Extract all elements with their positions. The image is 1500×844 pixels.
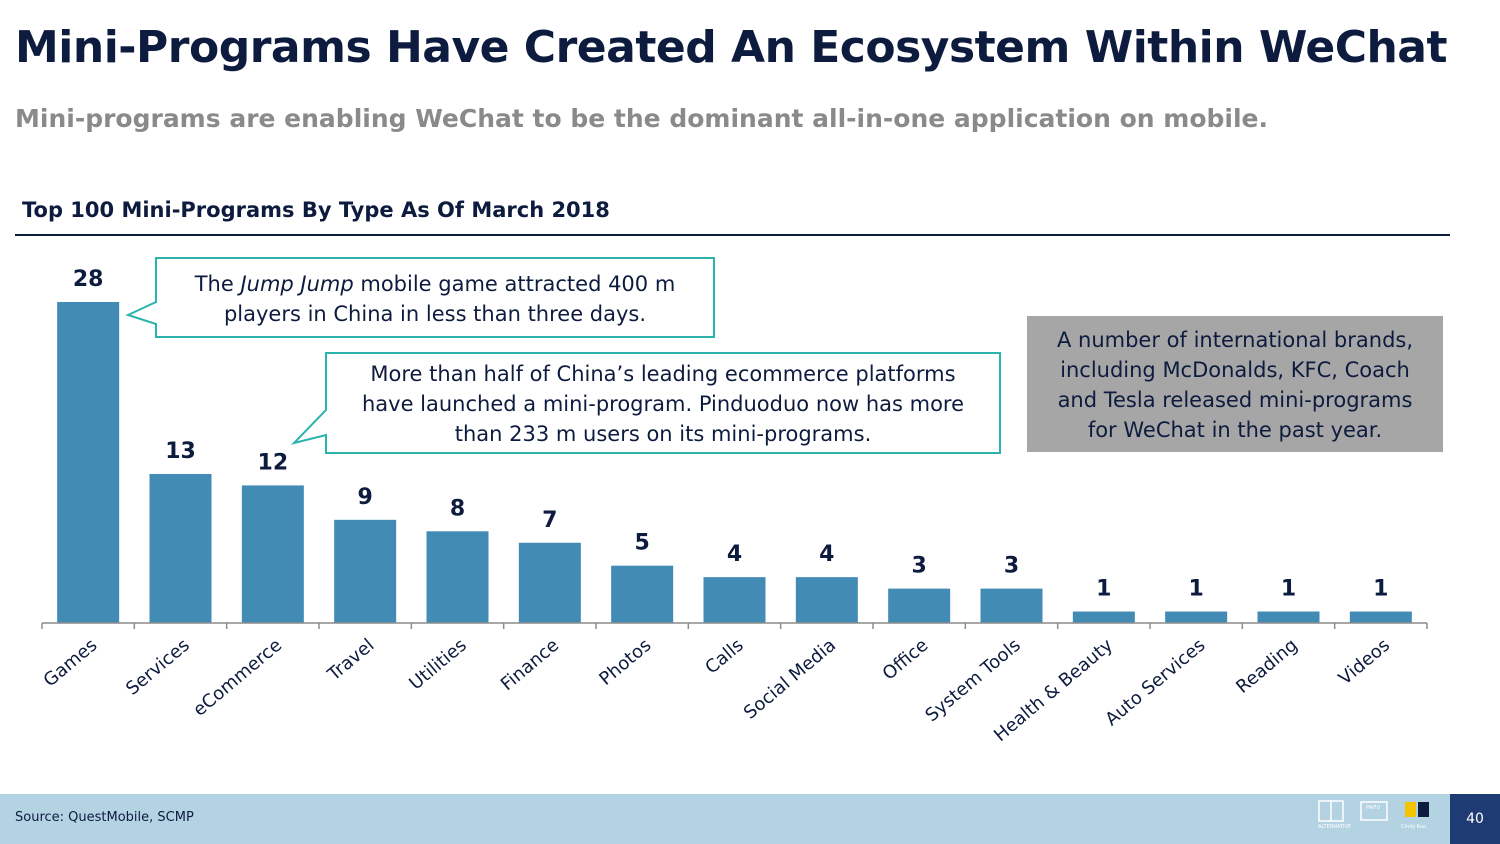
brands-note-box: A number of international brands, includ… xyxy=(1027,316,1443,452)
category-label-photos: Photos xyxy=(595,635,655,690)
category-label-system-tools: System Tools xyxy=(921,635,1024,726)
paifu-logo-icon xyxy=(1360,801,1388,821)
value-label-photos: 5 xyxy=(635,531,650,556)
brands-note-line4: for WeChat in the past year. xyxy=(1087,418,1383,442)
source-text: Source: QuestMobile, SCMP xyxy=(15,810,194,825)
category-label-auto-services: Auto Services xyxy=(1101,635,1209,730)
category-label-office: Office xyxy=(879,635,933,685)
bar-utilities xyxy=(426,531,489,623)
brands-note-line2: including McDonalds, KFC, Coach xyxy=(1060,358,1410,382)
bar-system-tools xyxy=(980,588,1043,623)
bar-social-media xyxy=(795,577,858,623)
value-label-system-tools: 3 xyxy=(1004,554,1019,579)
bar-calls xyxy=(703,577,766,623)
logo1-text: ALTERNATIVE xyxy=(1318,824,1352,830)
value-label-utilities: 8 xyxy=(450,496,465,521)
value-label-health-beauty: 1 xyxy=(1096,577,1111,602)
value-label-finance: 7 xyxy=(542,508,557,533)
logo3-text: Cindy Kuo xyxy=(1401,824,1427,830)
category-label-travel: Travel xyxy=(323,635,378,686)
value-label-social-media: 4 xyxy=(819,542,834,567)
value-label-services: 13 xyxy=(165,439,196,464)
bar-chart: 28 13 12 9 8 7 5 4 4 3 3 1 1 1 1 Games ServiceseCommerc… xyxy=(40,257,1428,746)
bar-health-beauty xyxy=(1072,611,1135,623)
bar-office xyxy=(888,588,951,623)
page-number: 40 xyxy=(1450,794,1500,844)
callout-ecommerce-border xyxy=(290,352,1001,454)
callout-jump-jump-border xyxy=(125,257,715,338)
bar-auto-services xyxy=(1165,611,1228,623)
category-label-reading: Reading xyxy=(1232,635,1301,698)
page-title: Mini-Programs Have Created An Ecosystem … xyxy=(15,22,1448,73)
bar-ecommerce xyxy=(241,485,304,623)
value-label-calls: 4 xyxy=(727,542,742,567)
bar-videos xyxy=(1349,611,1412,623)
page-subtitle: Mini-programs are enabling WeChat to be … xyxy=(15,104,1268,133)
footer-bar: Source: QuestMobile, SCMP ALTERNATIVE PA… xyxy=(0,794,1500,844)
chart-title: Top 100 Mini-Programs By Type As Of Marc… xyxy=(22,198,610,222)
category-label-games: Games xyxy=(40,635,102,692)
callout-jump-jump-line2: players in China in less than three days… xyxy=(224,302,646,326)
chart-bars: 28 13 12 9 8 7 5 4 4 3 3 1 1 1 1 xyxy=(57,267,1412,623)
brands-note-line1: A number of international brands, xyxy=(1056,328,1414,352)
category-label-finance: Finance xyxy=(497,635,563,695)
value-label-travel: 9 xyxy=(358,485,373,510)
callout-ecommerce-line1: More than half of China’s leading ecomme… xyxy=(370,362,955,386)
callout-ecommerce-line3: than 233 m users on its mini-programs. xyxy=(455,422,872,446)
value-label-videos: 1 xyxy=(1373,577,1388,602)
bar-photos xyxy=(611,565,674,623)
value-label-office: 3 xyxy=(912,554,927,579)
logo2-text: PAIFU xyxy=(1366,805,1381,811)
brands-note-line3: and Tesla released mini-programs xyxy=(1057,388,1413,412)
value-label-ecommerce: 12 xyxy=(258,450,289,475)
category-label-utilities: Utilities xyxy=(405,635,470,695)
category-label-ecommerce: eCommerce xyxy=(189,635,286,721)
callout-jump-jump-line1: The Jump Jump mobile game attracted 400 … xyxy=(194,272,676,296)
category-label-services: Services xyxy=(122,635,194,700)
category-label-calls: Calls xyxy=(701,635,747,679)
china-logo-icon xyxy=(1405,802,1429,817)
alternative-logo-icon xyxy=(1318,800,1344,822)
bar-games xyxy=(57,302,120,623)
category-label-videos: Videos xyxy=(1335,635,1394,690)
callout-ecommerce: More than half of China’s leading ecomme… xyxy=(290,352,1001,454)
value-label-reading: 1 xyxy=(1281,577,1296,602)
bar-reading xyxy=(1257,611,1320,623)
bar-services xyxy=(149,473,212,623)
callout-jump-jump: The Jump Jump mobile game attracted 400 … xyxy=(125,257,715,338)
value-label-auto-services: 1 xyxy=(1189,577,1204,602)
bar-travel xyxy=(334,519,397,623)
category-label-social-media: Social Media xyxy=(740,635,840,724)
chart-title-divider xyxy=(15,234,1450,236)
value-label-games: 28 xyxy=(73,267,104,292)
bar-finance xyxy=(518,542,581,623)
callout-ecommerce-line2: have launched a mini-program. Pinduoduo … xyxy=(362,392,964,416)
